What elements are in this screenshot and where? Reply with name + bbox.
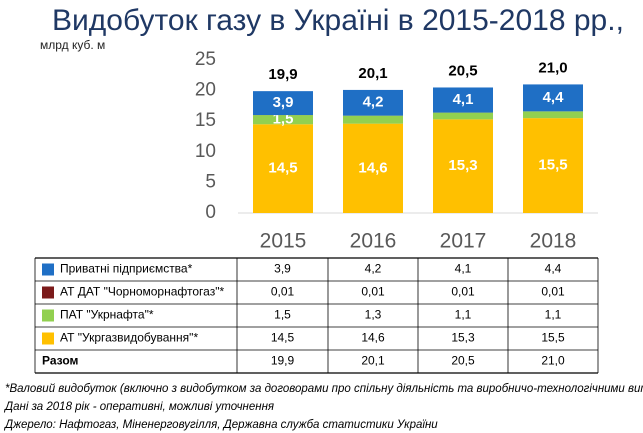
legend-label: Приватні підприємства* [60, 262, 193, 276]
footnote: Дані за 2018 рік - оперативні, можливі у… [3, 401, 274, 413]
table-cell: 19,9 [271, 354, 295, 368]
x-tick-label: 2017 [440, 230, 487, 253]
data-label: 14,6 [358, 159, 387, 176]
total-label: 20,5 [448, 63, 477, 80]
legend-label: АТ ДАТ "Чорноморнафтогаз"* [60, 285, 224, 299]
table-cell: 20,5 [451, 354, 475, 368]
y-tick-label: 0 [205, 202, 216, 223]
bar-segment [523, 111, 583, 119]
table-cell: 4,2 [365, 262, 382, 276]
table-cell: 1,1 [545, 308, 562, 322]
bar-segment [343, 115, 403, 124]
legend-label: ПАТ "Укрнафта"* [60, 308, 154, 322]
table-cell: 0,01 [451, 285, 475, 299]
bar-segment [433, 112, 493, 120]
y-tick-label: 20 [195, 80, 216, 101]
x-tick-label: 2018 [530, 230, 577, 253]
table-cell: 3,9 [274, 262, 291, 276]
table-cell: 1,1 [455, 308, 472, 322]
bar-segment [433, 119, 493, 213]
data-label: 4,1 [453, 91, 474, 108]
table-cell: 14,5 [271, 331, 295, 345]
y-tick-label: 15 [195, 110, 216, 131]
data-label: 3,9 [273, 94, 294, 111]
legend-swatch [42, 263, 54, 276]
bar-segment [523, 84, 583, 112]
table-cell: 21,0 [541, 354, 565, 368]
x-tick-label: 2016 [350, 230, 397, 253]
bar-segment [523, 118, 583, 213]
data-label: 4,4 [543, 89, 565, 106]
bar-segment [343, 89, 403, 116]
table-cell: 4,1 [455, 262, 472, 276]
bar-segment [253, 124, 313, 213]
chart-title: Видобуток газу в Україні в 2015-2018 рр.… [52, 4, 624, 37]
total-label: 20,1 [358, 65, 387, 82]
legend-swatch [42, 309, 54, 322]
total-label: 19,9 [268, 66, 297, 83]
bar-segment [253, 115, 313, 125]
legend-swatch [42, 286, 54, 299]
x-tick-label: 2015 [260, 230, 307, 253]
table-total-label: Разом [42, 354, 79, 368]
data-label: 15,3 [448, 157, 477, 174]
y-tick-label: 25 [195, 49, 216, 70]
bar-segment [433, 87, 493, 113]
footnote: Джерело: Нафтогаз, Міненерговугілля, Дер… [3, 419, 438, 431]
total-label: 21,0 [538, 59, 567, 76]
table-cell: 0,01 [541, 285, 565, 299]
table-cell: 15,3 [451, 331, 475, 345]
table-cell: 1,3 [365, 308, 382, 322]
table-cell: 4,4 [545, 262, 562, 276]
bar-segment [343, 123, 403, 213]
footnote: *Валовий видобуток (включно з видобутком… [5, 383, 643, 395]
table-cell: 1,5 [274, 308, 291, 322]
legend-label: АТ "Укргазвидобування"* [60, 331, 198, 345]
table-cell: 0,01 [271, 285, 295, 299]
y-tick-label: 5 [205, 171, 216, 192]
data-label: 14,5 [268, 160, 297, 177]
data-label: 4,2 [363, 94, 384, 111]
table-cell: 20,1 [361, 354, 385, 368]
bar-segment [253, 91, 313, 116]
table-cell: 15,5 [541, 331, 565, 345]
table-cell: 14,6 [361, 331, 385, 345]
table-cell: 0,01 [361, 285, 385, 299]
y-tick-label: 10 [195, 141, 216, 162]
data-label: 15,5 [538, 157, 567, 174]
legend-swatch [42, 332, 54, 345]
chart-subtitle: млрд куб. м [40, 38, 105, 52]
